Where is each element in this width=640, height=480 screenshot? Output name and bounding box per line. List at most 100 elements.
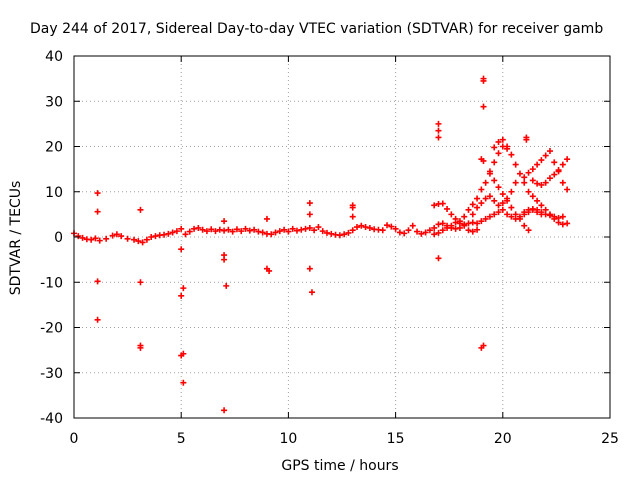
data-point xyxy=(276,228,283,235)
data-point xyxy=(542,179,549,186)
data-point xyxy=(354,224,361,231)
data-point xyxy=(349,204,356,211)
data-point xyxy=(512,179,519,186)
data-point xyxy=(469,219,476,226)
data-point xyxy=(564,220,571,227)
data-point xyxy=(551,215,558,222)
data-point xyxy=(504,211,511,218)
data-point xyxy=(491,197,498,204)
data-point xyxy=(529,177,536,184)
data-point xyxy=(349,227,356,234)
x-tick-label: 5 xyxy=(177,431,186,447)
data-point xyxy=(465,206,472,213)
data-point xyxy=(495,209,502,216)
data-point xyxy=(165,230,172,237)
data-point xyxy=(482,195,489,202)
data-point xyxy=(499,200,506,207)
data-point xyxy=(555,219,562,226)
y-tick-label: -40 xyxy=(40,411,63,427)
data-point xyxy=(328,230,335,237)
data-point xyxy=(178,352,185,359)
y-tick-label: 10 xyxy=(45,185,63,201)
data-point xyxy=(504,195,511,202)
y-axis-label: SDTVAR / TECUs xyxy=(8,181,24,296)
data-point xyxy=(124,235,131,242)
data-point xyxy=(221,407,228,414)
data-point xyxy=(79,234,86,241)
data-point xyxy=(478,218,485,225)
data-point xyxy=(486,170,493,177)
data-point xyxy=(414,228,421,235)
grid-lines xyxy=(74,56,610,418)
data-point xyxy=(444,205,451,212)
data-point xyxy=(521,179,528,186)
data-point xyxy=(216,226,223,233)
data-point xyxy=(523,136,530,143)
data-point xyxy=(169,229,176,236)
data-point xyxy=(139,239,146,246)
data-point xyxy=(148,234,155,240)
data-point xyxy=(508,213,515,220)
data-point xyxy=(461,222,468,229)
data-point xyxy=(495,138,502,145)
data-point xyxy=(362,224,369,231)
data-point xyxy=(311,227,318,234)
data-point xyxy=(405,227,412,234)
data-point xyxy=(546,211,553,218)
data-point xyxy=(465,220,472,227)
data-point xyxy=(143,236,150,243)
data-point xyxy=(242,225,249,232)
data-point xyxy=(345,229,352,236)
data-point xyxy=(203,228,210,235)
data-point xyxy=(212,228,219,235)
data-point xyxy=(534,180,541,187)
data-point xyxy=(534,161,541,168)
data-point xyxy=(94,316,101,323)
data-point xyxy=(439,227,446,234)
data-point xyxy=(266,267,273,274)
data-point xyxy=(521,209,528,216)
data-point xyxy=(546,148,553,155)
x-tick-label: 20 xyxy=(494,431,512,447)
data-point xyxy=(499,206,506,213)
data-point xyxy=(435,221,442,228)
data-point xyxy=(255,228,262,235)
data-point xyxy=(131,236,138,243)
data-point xyxy=(469,201,476,208)
data-point xyxy=(559,161,566,168)
data-point xyxy=(448,222,455,229)
data-point xyxy=(96,237,103,244)
data-point xyxy=(315,224,322,231)
data-point xyxy=(491,177,498,184)
data-point xyxy=(75,233,82,240)
data-point xyxy=(516,170,523,177)
x-tick-label: 10 xyxy=(279,431,297,447)
data-point xyxy=(491,159,498,166)
data-point xyxy=(525,169,532,176)
data-point xyxy=(474,220,481,227)
data-point xyxy=(495,150,502,157)
data-point xyxy=(259,229,266,236)
data-point xyxy=(480,103,487,110)
data-point xyxy=(559,179,566,186)
data-point xyxy=(516,215,523,222)
data-point xyxy=(478,186,485,193)
axis-ticks xyxy=(73,55,611,419)
data-point xyxy=(298,226,305,233)
data-point xyxy=(465,227,472,234)
data-point xyxy=(439,220,446,227)
data-point xyxy=(384,222,391,229)
data-point xyxy=(538,157,545,164)
data-point xyxy=(221,256,228,263)
data-point xyxy=(135,238,142,245)
data-point xyxy=(431,202,438,209)
y-tick-label: -10 xyxy=(40,275,63,291)
data-point xyxy=(495,184,502,191)
data-point xyxy=(538,202,545,209)
data-point xyxy=(482,179,489,186)
data-point xyxy=(491,211,498,218)
data-point xyxy=(223,282,230,289)
data-point xyxy=(512,161,519,168)
data-point xyxy=(474,204,481,211)
